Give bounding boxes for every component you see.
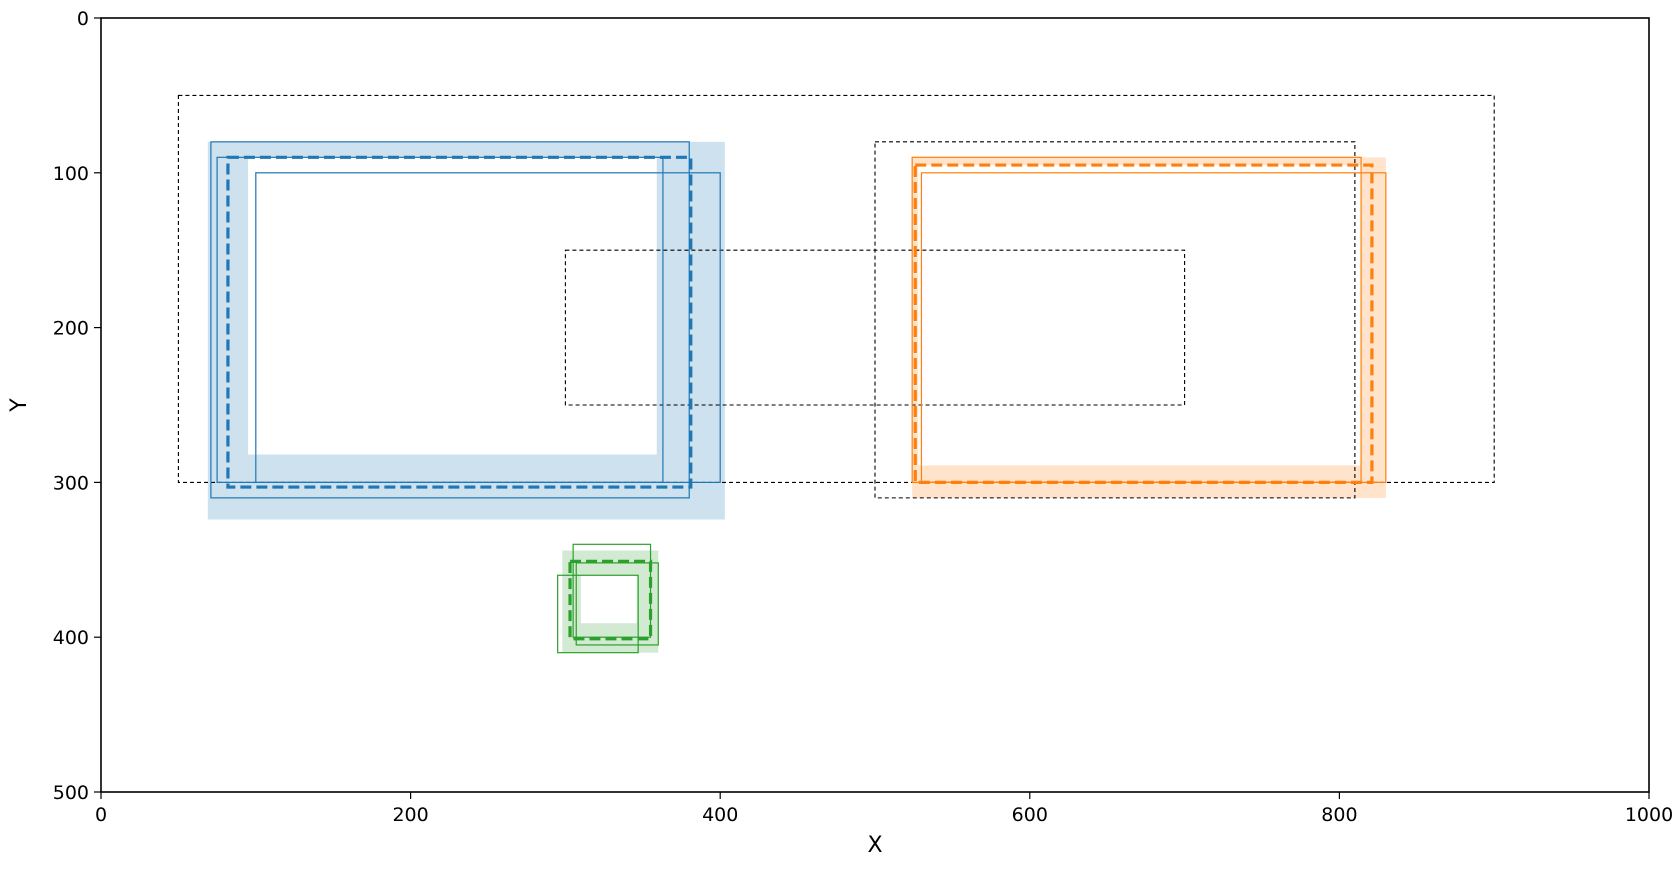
y-tick-label: 400 xyxy=(53,627,89,649)
x-axis-label: X xyxy=(867,833,882,858)
bounding-box xyxy=(255,172,721,484)
y-tick-label: 100 xyxy=(53,163,89,185)
x-tick-label: 400 xyxy=(702,804,738,826)
y-tick-label: 200 xyxy=(53,318,89,340)
uncertainty-band xyxy=(562,550,659,653)
bounding-box xyxy=(226,155,693,489)
bounding-box xyxy=(557,574,639,654)
plot-frame xyxy=(100,17,1650,793)
y-tick-label: 0 xyxy=(77,8,89,30)
uncertainty-band xyxy=(207,141,725,520)
x-tick-label: 600 xyxy=(1012,804,1048,826)
bounding-box xyxy=(920,172,1387,484)
bounding-box xyxy=(911,156,1362,483)
x-tick-label: 0 xyxy=(95,804,107,826)
bounding-box xyxy=(575,562,659,646)
y-tick-label: 500 xyxy=(53,782,89,804)
uncertainty-band xyxy=(912,157,1386,498)
bounding-box xyxy=(216,156,664,483)
bounding-box xyxy=(568,559,653,641)
x-tick-label: 800 xyxy=(1321,804,1357,826)
bounding-box xyxy=(874,141,1356,499)
x-tick-label: 200 xyxy=(392,804,428,826)
y-tick-label: 300 xyxy=(53,472,89,494)
bounding-box xyxy=(210,141,690,499)
bounding-box xyxy=(177,94,1495,483)
x-tick-label: 1000 xyxy=(1625,804,1673,826)
y-axis-label: Y xyxy=(7,398,32,413)
bounding-box xyxy=(913,163,1374,484)
